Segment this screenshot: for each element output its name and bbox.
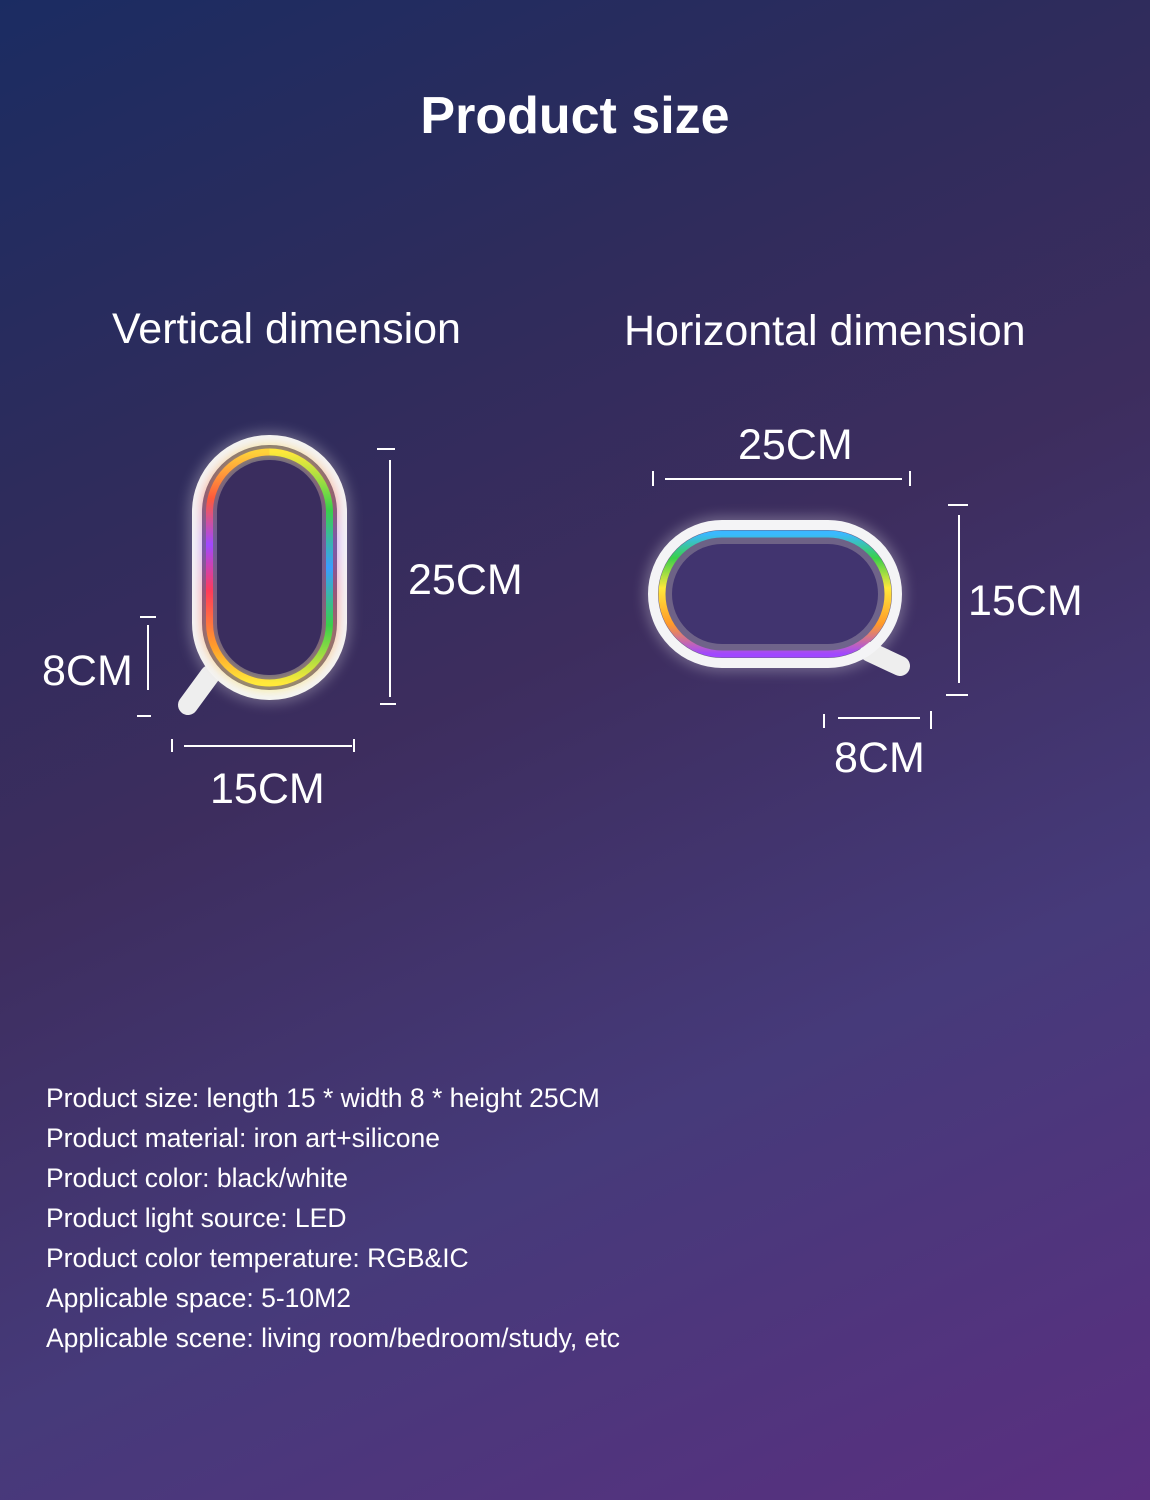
spec-item: Product color temperature: RGB&IC	[46, 1243, 469, 1273]
page-title: Product size	[420, 87, 730, 145]
spec-item: Product light source: LED	[46, 1203, 347, 1233]
horizontal-heading: Horizontal dimension	[624, 307, 1026, 355]
dimension-lines	[137, 448, 968, 752]
horizontal-lamp	[644, 516, 910, 676]
vertical-heading: Vertical dimension	[112, 305, 461, 353]
vertical-width-label: 15CM	[210, 765, 325, 813]
spec-item: Product size: length 15 * width 8 * heig…	[46, 1083, 600, 1113]
spec-item: Applicable scene: living room/bedroom/st…	[46, 1323, 620, 1353]
vertical-depth-label: 8CM	[42, 647, 133, 695]
spec-list: Product size: length 15 * width 8 * heig…	[46, 1078, 620, 1358]
vertical-height-label: 25CM	[408, 556, 523, 604]
horizontal-width-label: 25CM	[738, 421, 853, 469]
spec-item: Applicable space: 5-10M2	[46, 1283, 351, 1313]
spec-item: Product material: iron art+silicone	[46, 1123, 440, 1153]
spec-item: Product color: black/white	[46, 1163, 348, 1193]
vertical-lamp	[178, 431, 351, 715]
horizontal-height-label: 15CM	[968, 577, 1083, 625]
horizontal-depth-label: 8CM	[834, 734, 925, 782]
